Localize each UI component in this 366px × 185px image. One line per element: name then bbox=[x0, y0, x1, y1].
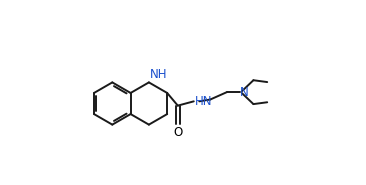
Text: N: N bbox=[240, 86, 249, 99]
Text: O: O bbox=[173, 126, 182, 139]
Text: HN: HN bbox=[195, 95, 212, 108]
Text: NH: NH bbox=[150, 68, 167, 81]
